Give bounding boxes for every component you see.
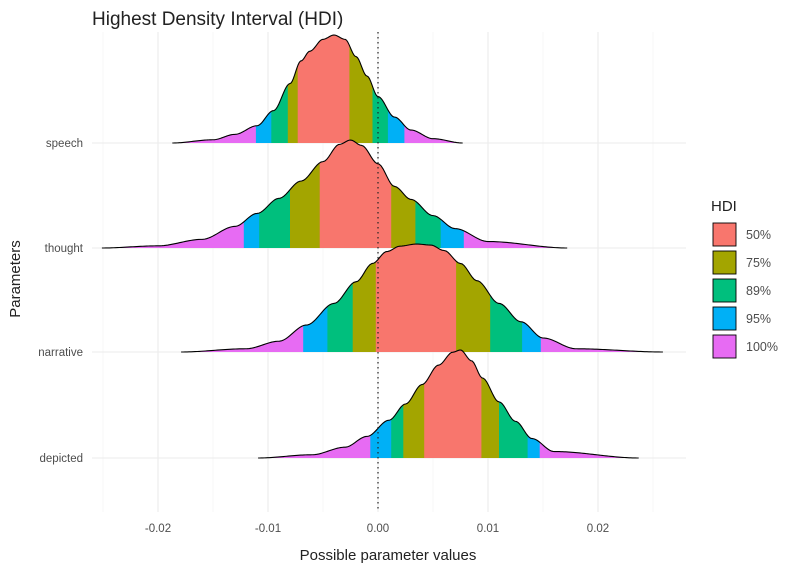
legend-swatch: [712, 278, 737, 303]
density-outline: [181, 243, 663, 353]
y-axis-title: Parameters: [7, 240, 24, 318]
y-tick-label: depicted: [40, 453, 83, 465]
legend-label: 95%: [746, 312, 771, 326]
legend-label: 100%: [746, 340, 778, 354]
legend-label: 50%: [746, 228, 771, 242]
hdi-50-band: [297, 35, 350, 143]
legend-title: HDI: [711, 198, 737, 215]
hdi-50-band: [319, 140, 392, 248]
legend: HDI 50% 75% 89% 95% 100%: [711, 198, 778, 359]
ridge-narrative: [181, 243, 663, 353]
x-tick-label: 0.01: [477, 523, 499, 535]
hdi-50-band: [375, 244, 457, 352]
ridge-speech: [172, 34, 463, 144]
y-tick-label: thought: [45, 243, 84, 255]
ridge-depicted: [258, 349, 639, 459]
y-tick-label: speech: [46, 138, 83, 150]
density-outline: [172, 34, 463, 144]
legend-swatch: [712, 222, 737, 247]
x-tick-label: 0.02: [587, 523, 609, 535]
legend-swatch: [712, 334, 737, 359]
legend-label: 89%: [746, 284, 771, 298]
chart-title: Highest Density Interval (HDI): [92, 9, 343, 30]
density-outline: [101, 139, 568, 249]
hdi-50-band: [424, 350, 482, 458]
x-tick-label: -0.02: [145, 523, 171, 535]
x-axis-ticks: -0.02 -0.01 0.00 0.01 0.02: [145, 523, 609, 535]
density-outline: [258, 349, 639, 459]
y-axis-ticks: speech thought narrative depicted: [38, 138, 84, 465]
ridge-thought: [101, 139, 568, 249]
ridges: [101, 34, 663, 459]
legend-label: 75%: [746, 256, 771, 270]
legend-swatch: [712, 250, 737, 275]
x-axis-title: Possible parameter values: [300, 547, 477, 564]
x-tick-label: 0.00: [367, 523, 389, 535]
y-tick-label: narrative: [38, 347, 83, 359]
legend-swatch: [712, 306, 737, 331]
x-tick-label: -0.01: [255, 523, 281, 535]
